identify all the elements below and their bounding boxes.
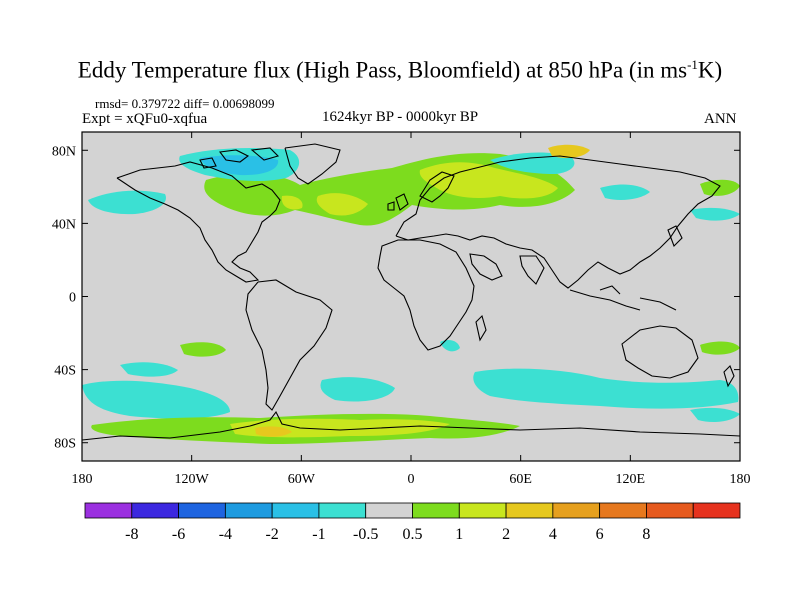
anomaly-region-atlantic-yellow (316, 193, 368, 216)
y-tick-label: 80S (54, 437, 76, 452)
colorbar-swatch (318, 502, 367, 519)
anomaly-region-southern-ocean-cyan-indian (473, 368, 739, 409)
x-tick-label: 60E (509, 472, 532, 487)
anomaly-region-arctic-canada-core (200, 155, 279, 176)
y-tick-label: 40S (54, 364, 76, 379)
anomaly-fields (82, 144, 740, 444)
colorbar-swatch (552, 502, 601, 519)
coastline-arabia (469, 253, 503, 281)
coastline-australia (621, 325, 699, 379)
x-tick-label: 180 (72, 472, 93, 487)
colorbar-swatch (646, 502, 694, 519)
title-end: K) (697, 57, 723, 83)
title-superscript: -1 (687, 57, 698, 72)
coastline-madagascar (475, 314, 487, 342)
y-tick-label: 0 (69, 291, 76, 306)
coastline-north-america (116, 161, 281, 283)
colorbar-label: 6 (596, 526, 604, 543)
colorbar-swatch (692, 502, 741, 519)
colorbar-swatch (271, 502, 320, 519)
anomaly-region-north-pacific-cyan-2 (600, 184, 650, 200)
x-tick-label: 0 (408, 472, 415, 487)
x-tick-label: 180 (730, 472, 751, 487)
coastline-british-isles (387, 193, 409, 211)
colorbar: -8 -6 -4 -2 -1 -0.5 0.5 1 2 4 6 8 (84, 502, 741, 543)
anomaly-region-south-pacific-green (180, 342, 226, 357)
colorbar-swatch (365, 502, 413, 519)
coastline-japan (667, 225, 683, 247)
colorbar-swatch (458, 502, 507, 519)
anomaly-region-laptev-orange (548, 144, 590, 158)
axis-ticks (81, 132, 741, 461)
anomaly-region-southern-ocean-cyan-west (82, 380, 230, 419)
colorbar-swatch (505, 502, 554, 519)
anomaly-region-kamchatka-green (700, 179, 740, 196)
colorbar-label: -8 (125, 526, 138, 543)
coastline-eurasia (395, 155, 721, 289)
coastline-new-zealand (723, 365, 735, 388)
coastline-arctic-islands (199, 147, 280, 169)
colorbar-swatch (178, 502, 226, 519)
stats-line: rmsd= 0.379722 diff= 0.00698099 (95, 96, 275, 111)
anomaly-region-siberia-cyan (490, 152, 575, 174)
anomaly-region-southern-ocean-cyan-east (690, 407, 740, 422)
colorbar-label: 0.5 (403, 526, 423, 543)
season-label: ANN (704, 111, 737, 127)
anomaly-region-labrador-yellow (281, 195, 303, 210)
y-tick-label: 40N (52, 217, 76, 232)
axis-tick-labels: 180 120W 60W 0 60E 120E 180 80N 40N 0 40S 80S (52, 144, 751, 487)
x-tick-label: 120W (175, 472, 210, 487)
x-tick-label: 60W (288, 472, 316, 487)
coastlines (82, 143, 740, 441)
coastline-africa (377, 239, 475, 351)
title-main: Eddy Temperature flux (High Pass, Bloomf… (77, 57, 688, 83)
anomaly-region-pacific-cyan-3 (690, 207, 740, 221)
anomaly-region-south-pacific-cyan (120, 362, 178, 377)
coastline-scandinavia (419, 171, 455, 203)
coastline-antarctica (82, 410, 740, 441)
experiment-label: Expt = xQFu0-xqfua (82, 111, 208, 127)
y-tick-label: 80N (52, 144, 76, 159)
period-label: 1624kyr BP - 0000kyr BP (322, 109, 479, 125)
colorbar-label: -1 (312, 526, 325, 543)
colorbar-swatch (412, 502, 460, 519)
anomaly-region-europe-yellow (419, 162, 558, 199)
colorbar-swatch (599, 502, 647, 519)
colorbar-swatch (84, 502, 133, 519)
colorbar-swatch (131, 502, 179, 519)
colorbar-label: -0.5 (353, 526, 378, 543)
coastline-greenland (284, 143, 341, 185)
anomaly-region-antarctic-orange (255, 426, 292, 437)
colorbar-label: 1 (455, 526, 463, 543)
anomaly-region-southern-ocean-cyan-atlantic (320, 377, 395, 402)
anomaly-region-tasman-cyan (440, 340, 460, 352)
chart-title: Eddy Temperature flux (High Pass, Bloomf… (0, 57, 800, 84)
colorbar-swatch (224, 502, 273, 519)
colorbar-label: 8 (642, 526, 650, 543)
coastline-india (519, 255, 545, 285)
colorbar-label: 2 (502, 526, 510, 543)
colorbar-label: 4 (549, 526, 557, 543)
coastline-south-america (245, 279, 333, 411)
colorbar-label: -4 (219, 526, 232, 543)
coastline-southeast-asia (569, 285, 677, 311)
x-tick-label: 120E (616, 472, 646, 487)
colorbar-label: -2 (265, 526, 278, 543)
anomaly-region-south-atlantic-green (700, 341, 740, 355)
colorbar-label: -6 (172, 526, 185, 543)
